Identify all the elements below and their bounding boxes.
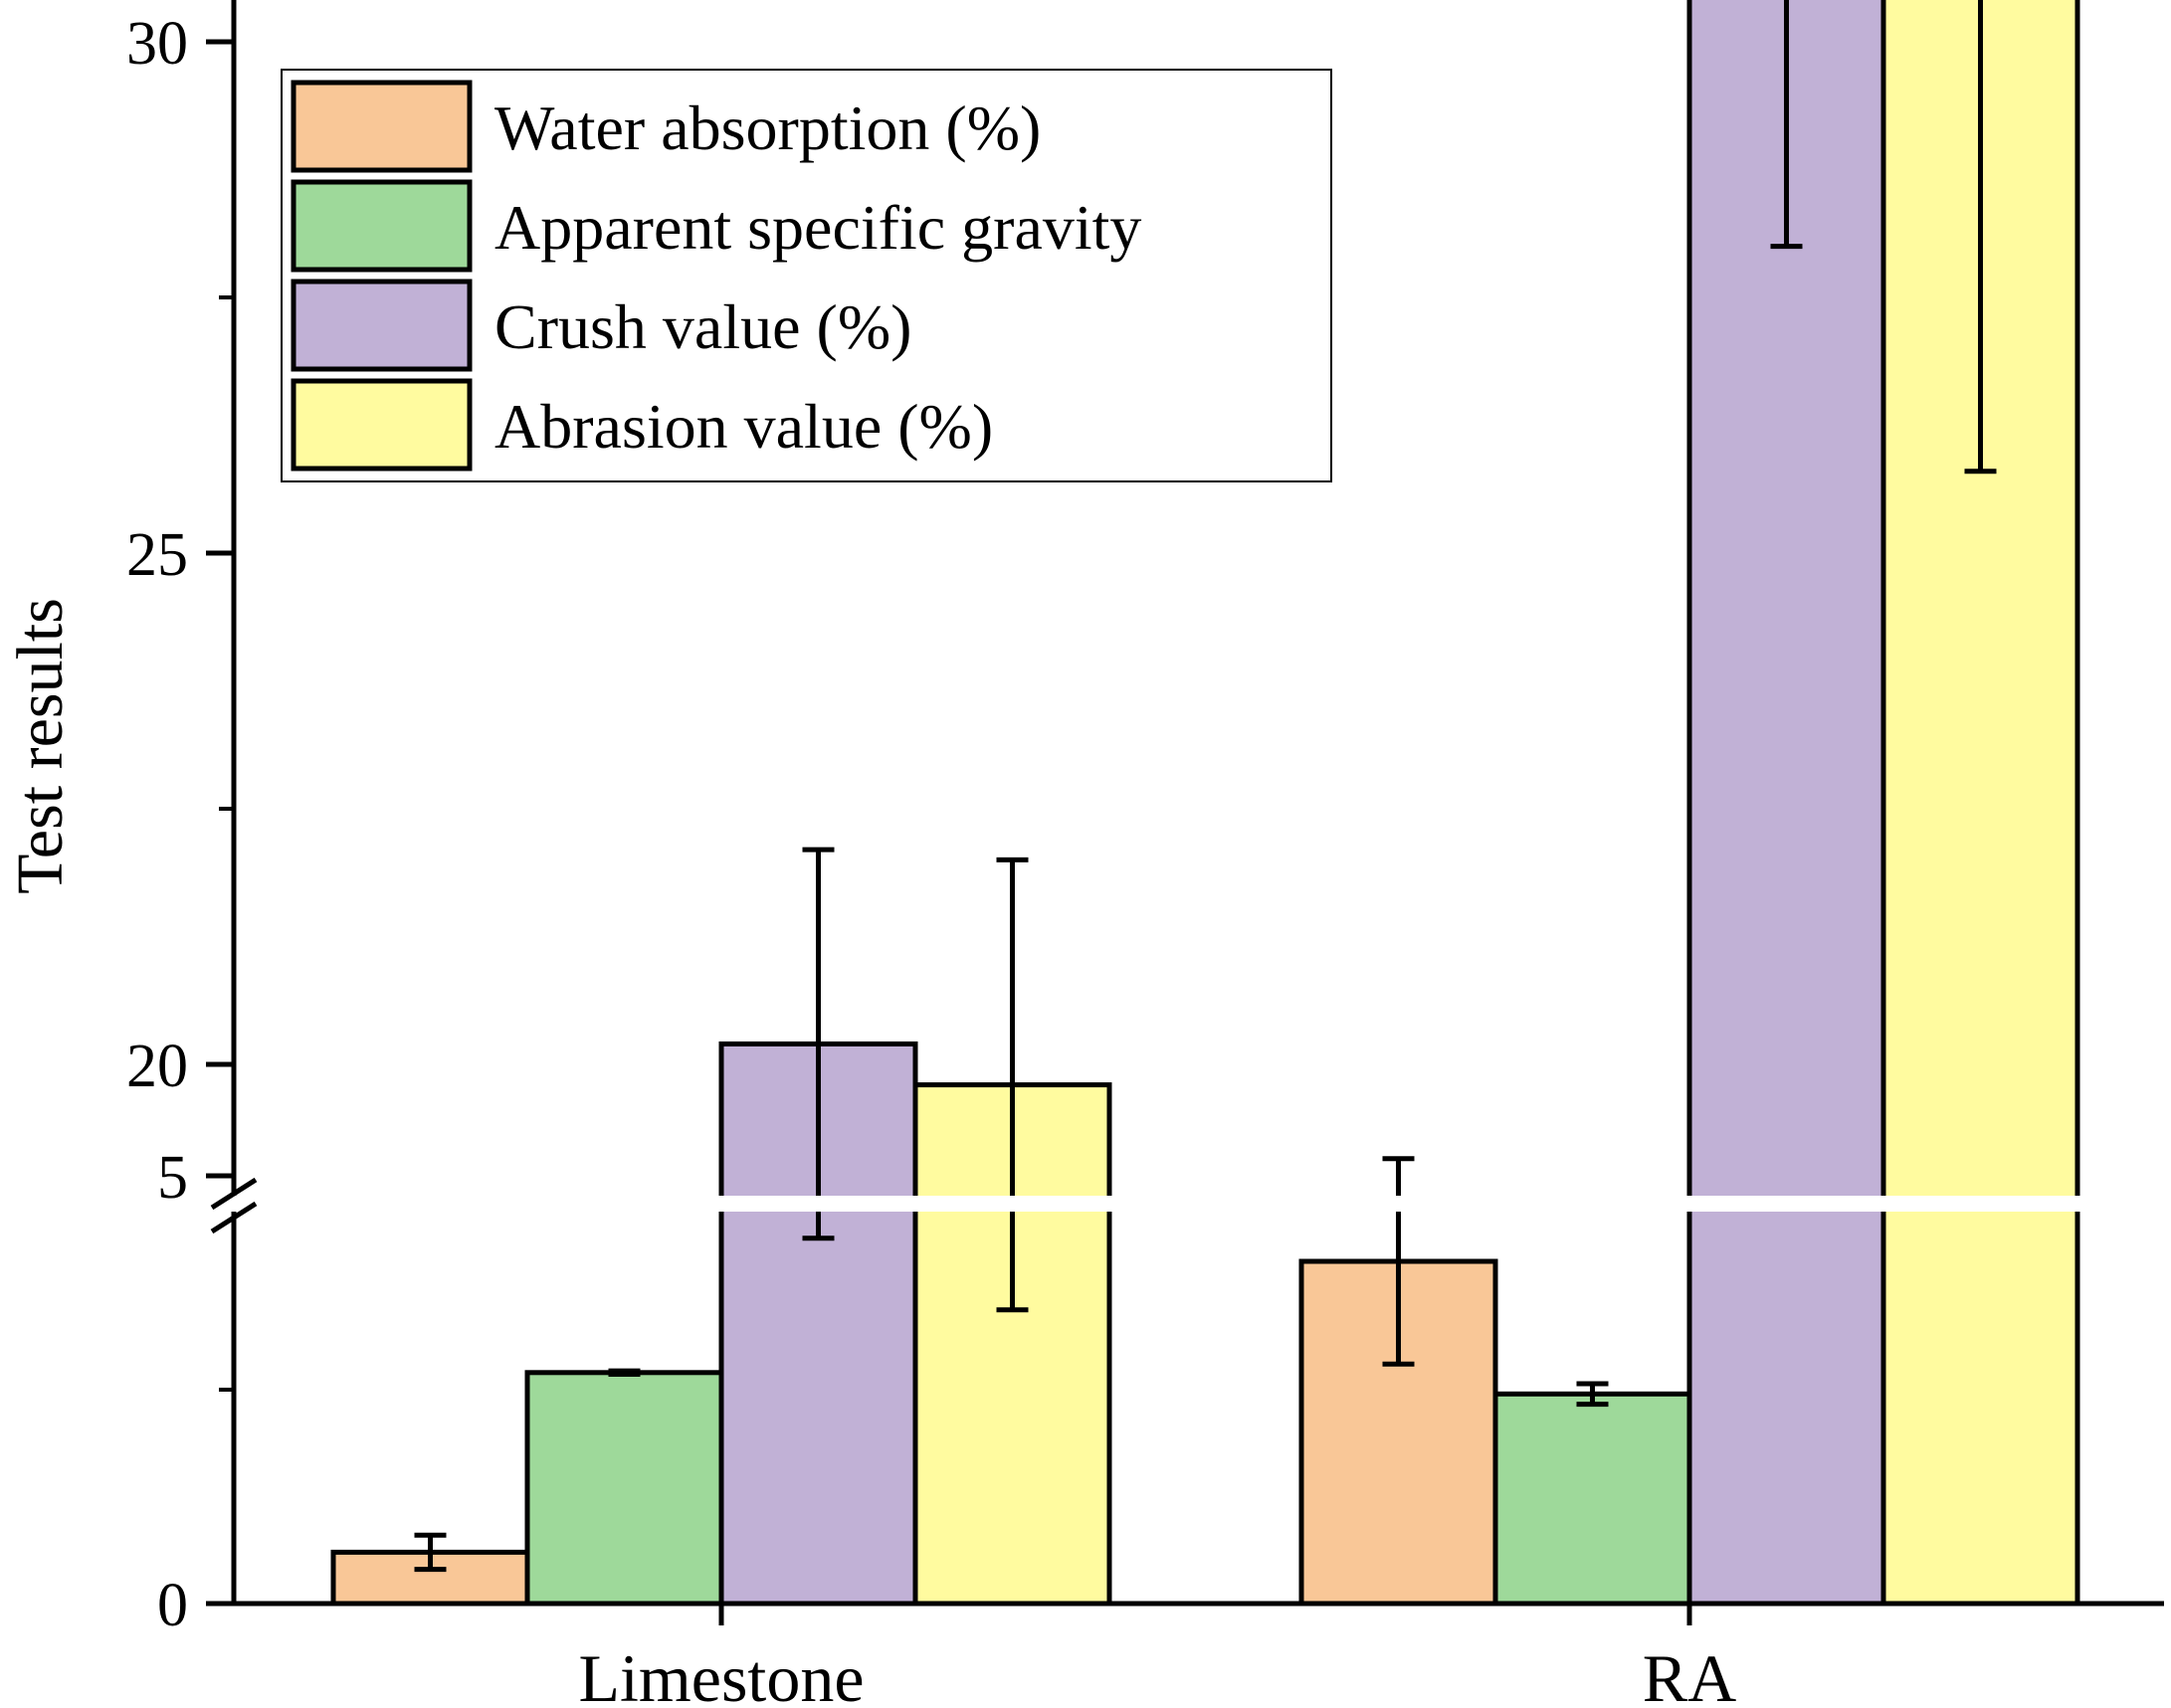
- legend-label-crush-value: Crush value (%): [494, 291, 911, 362]
- axis-break-mark-lower: [210, 1201, 258, 1234]
- bar-apparent-specific-gravity-limestone: [524, 1370, 724, 1607]
- legend-swatch-water-absorption: [291, 80, 473, 173]
- y-tick-label: 25: [126, 521, 188, 589]
- y-tick-label: 5: [157, 1144, 188, 1212]
- category-label-limestone: Limestone: [578, 1640, 864, 1708]
- bar-apparent-specific-gravity-ra: [1492, 1391, 1692, 1607]
- legend-label-apparent-specific-gravity: Apparent specific gravity: [494, 192, 1141, 263]
- legend-swatch-apparent-specific-gravity: [291, 179, 473, 273]
- error-bar-abrasion-value-limestone: [996, 856, 1029, 1313]
- y-tick-label: 0: [157, 1572, 188, 1639]
- error-bar-water-absorption-ra: [1382, 1156, 1415, 1367]
- error-bar-apparent-specific-gravity-limestone: [608, 1368, 641, 1378]
- y-tick-label: 20: [126, 1033, 188, 1100]
- category-label-ra: RA: [1643, 1640, 1736, 1708]
- axes-layer: 052025303540: [126, 0, 2164, 1639]
- y-tick-label: 30: [126, 10, 188, 78]
- error-bar-crush-value-ra: [1770, 0, 1803, 250]
- legend-swatch-abrasion-value: [291, 378, 473, 472]
- error-bar-water-absorption-limestone: [414, 1532, 447, 1573]
- error-bar-crush-value-limestone: [802, 847, 835, 1241]
- legend-label-water-absorption: Water absorption (%): [494, 93, 1041, 163]
- bars-layer: [330, 0, 2080, 1607]
- error-bar-abrasion-value-ra: [1964, 0, 1997, 474]
- axis-break-gap: [204, 1196, 2164, 1212]
- error-bars-layer: [414, 0, 1997, 1573]
- legend-label-abrasion-value: Abrasion value (%): [494, 391, 993, 462]
- legend: Water absorption (%) Apparent specific g…: [281, 69, 1332, 482]
- bar-abrasion-value-limestone: [912, 1082, 1112, 1607]
- error-bar-apparent-specific-gravity-ra: [1576, 1381, 1609, 1408]
- legend-swatch-crush-value: [291, 279, 473, 372]
- axis-break-mark-upper: [210, 1177, 258, 1211]
- y-axis-title: Test results: [4, 598, 77, 894]
